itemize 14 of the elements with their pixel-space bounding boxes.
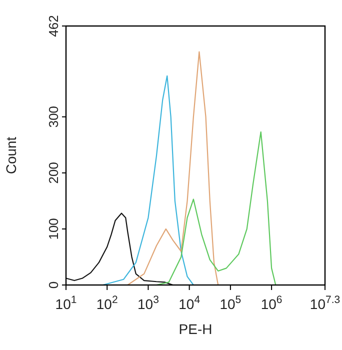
x-tick-label: 10$^{1}$ bbox=[55, 294, 77, 312]
y-tick-label: 200 bbox=[46, 162, 61, 184]
x-tick-label: 10$^{2}$ bbox=[96, 294, 118, 312]
x-tick-label: 10$^{6}$ bbox=[260, 294, 282, 312]
y-axis-title: Count bbox=[3, 136, 19, 174]
x-tick-label: 10$^{4}$ bbox=[178, 294, 200, 312]
x-tick-label: 10$^{5}$ bbox=[220, 294, 242, 312]
y-tick-label: 300 bbox=[46, 106, 61, 128]
y-tick-label: 462 bbox=[46, 15, 61, 37]
x-tick-label: 10$^{7.3}$ bbox=[310, 294, 340, 312]
x-tick-label: 10$^{3}$ bbox=[138, 294, 160, 312]
y-tick-label: 0 bbox=[46, 281, 61, 289]
x-axis-title: PE-H bbox=[178, 321, 212, 337]
y-tick-label: 100 bbox=[46, 218, 61, 240]
